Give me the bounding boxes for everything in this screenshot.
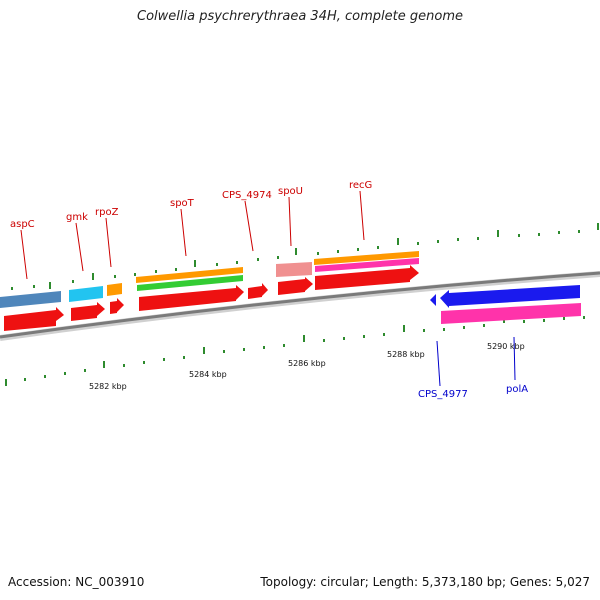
cog-bar-spoU <box>276 262 312 277</box>
cds-CPS_4974 <box>248 283 268 299</box>
gene-label-aspC: aspC <box>10 219 35 230</box>
gene-label-polA: polA <box>506 384 528 395</box>
cog-features-upper <box>0 251 419 308</box>
gene-label-spoT: spoT <box>170 198 195 209</box>
cog-bar-spoT-orange <box>136 267 243 283</box>
cds-rpoZ <box>110 298 124 314</box>
topology-text: Topology: circular; Length: 5,373,180 bp… <box>260 575 590 589</box>
cds-spoU <box>278 277 313 295</box>
cog-bar-recG-pink <box>315 258 419 272</box>
cds-polA <box>440 285 580 308</box>
label-leaders-forward <box>20 190 365 280</box>
cog-bar-recG-orange <box>314 251 419 265</box>
cog-bar-rpoZ <box>107 283 122 296</box>
accession-text: Accession: NC_003910 <box>8 575 145 589</box>
features-reverse <box>430 285 581 324</box>
cog-bar-spoT-green <box>137 275 243 291</box>
gene-label-gmk: gmk <box>66 212 88 223</box>
scale-label: 5284 kbp <box>189 370 227 379</box>
inner-tick-ring <box>5 316 585 386</box>
gene-label-spoU: spoU <box>278 186 303 197</box>
scale-label: 5282 kbp <box>89 382 127 391</box>
cds-aspC <box>4 307 64 331</box>
outer-tick-ring <box>11 223 599 290</box>
gene-label-rpoZ: rpoZ <box>95 207 119 218</box>
gene-label-recG: recG <box>349 180 372 191</box>
gene-label-CPS_4974: CPS_4974 <box>222 190 272 201</box>
genome-backbone-line <box>0 271 600 339</box>
scale-label: 5286 kbp <box>288 359 326 368</box>
cog-bar-polA <box>441 303 581 324</box>
label-leaders-reverse <box>436 336 516 387</box>
scale-label: 5290 kbp <box>487 342 525 351</box>
cds-forward <box>4 265 419 331</box>
cog-bar-aspC <box>0 291 61 308</box>
cds-spoT <box>139 285 244 311</box>
cds-gmk <box>71 302 105 321</box>
cds-CPS_4977 <box>430 294 436 306</box>
map-title: Colwellia psychrerythraea 34H, complete … <box>137 9 463 24</box>
cog-bar-gmk <box>69 286 103 302</box>
scale-label: 5288 kbp <box>387 350 425 359</box>
cds-recG <box>315 265 419 290</box>
gene-label-CPS_4977: CPS_4977 <box>418 389 468 400</box>
